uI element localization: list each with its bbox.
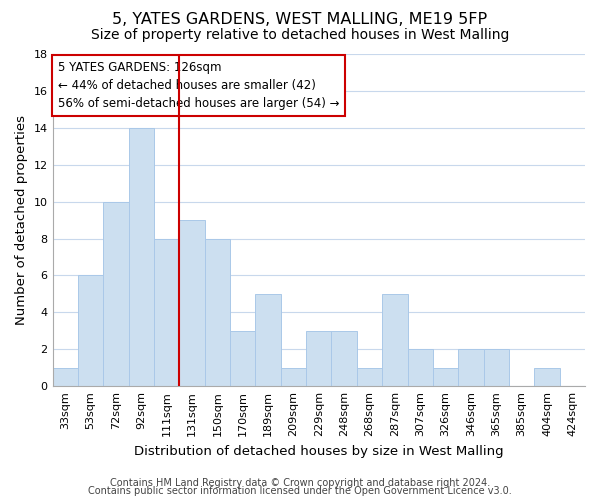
Text: Size of property relative to detached houses in West Malling: Size of property relative to detached ho… bbox=[91, 28, 509, 42]
Bar bbox=[205, 238, 230, 386]
Bar bbox=[281, 368, 306, 386]
Bar bbox=[331, 331, 357, 386]
Bar bbox=[458, 350, 484, 386]
Text: Contains public sector information licensed under the Open Government Licence v3: Contains public sector information licen… bbox=[88, 486, 512, 496]
Text: 5 YATES GARDENS: 126sqm
← 44% of detached houses are smaller (42)
56% of semi-de: 5 YATES GARDENS: 126sqm ← 44% of detache… bbox=[58, 60, 340, 110]
Bar bbox=[382, 294, 407, 386]
Bar bbox=[357, 368, 382, 386]
Bar bbox=[433, 368, 458, 386]
X-axis label: Distribution of detached houses by size in West Malling: Distribution of detached houses by size … bbox=[134, 444, 503, 458]
Text: 5, YATES GARDENS, WEST MALLING, ME19 5FP: 5, YATES GARDENS, WEST MALLING, ME19 5FP bbox=[112, 12, 488, 28]
Y-axis label: Number of detached properties: Number of detached properties bbox=[15, 115, 28, 325]
Bar bbox=[407, 350, 433, 386]
Bar bbox=[230, 331, 256, 386]
Bar bbox=[128, 128, 154, 386]
Bar bbox=[78, 276, 103, 386]
Bar bbox=[179, 220, 205, 386]
Bar bbox=[534, 368, 560, 386]
Bar bbox=[154, 238, 179, 386]
Bar bbox=[103, 202, 128, 386]
Bar bbox=[256, 294, 281, 386]
Bar bbox=[306, 331, 331, 386]
Text: Contains HM Land Registry data © Crown copyright and database right 2024.: Contains HM Land Registry data © Crown c… bbox=[110, 478, 490, 488]
Bar bbox=[53, 368, 78, 386]
Bar bbox=[484, 350, 509, 386]
